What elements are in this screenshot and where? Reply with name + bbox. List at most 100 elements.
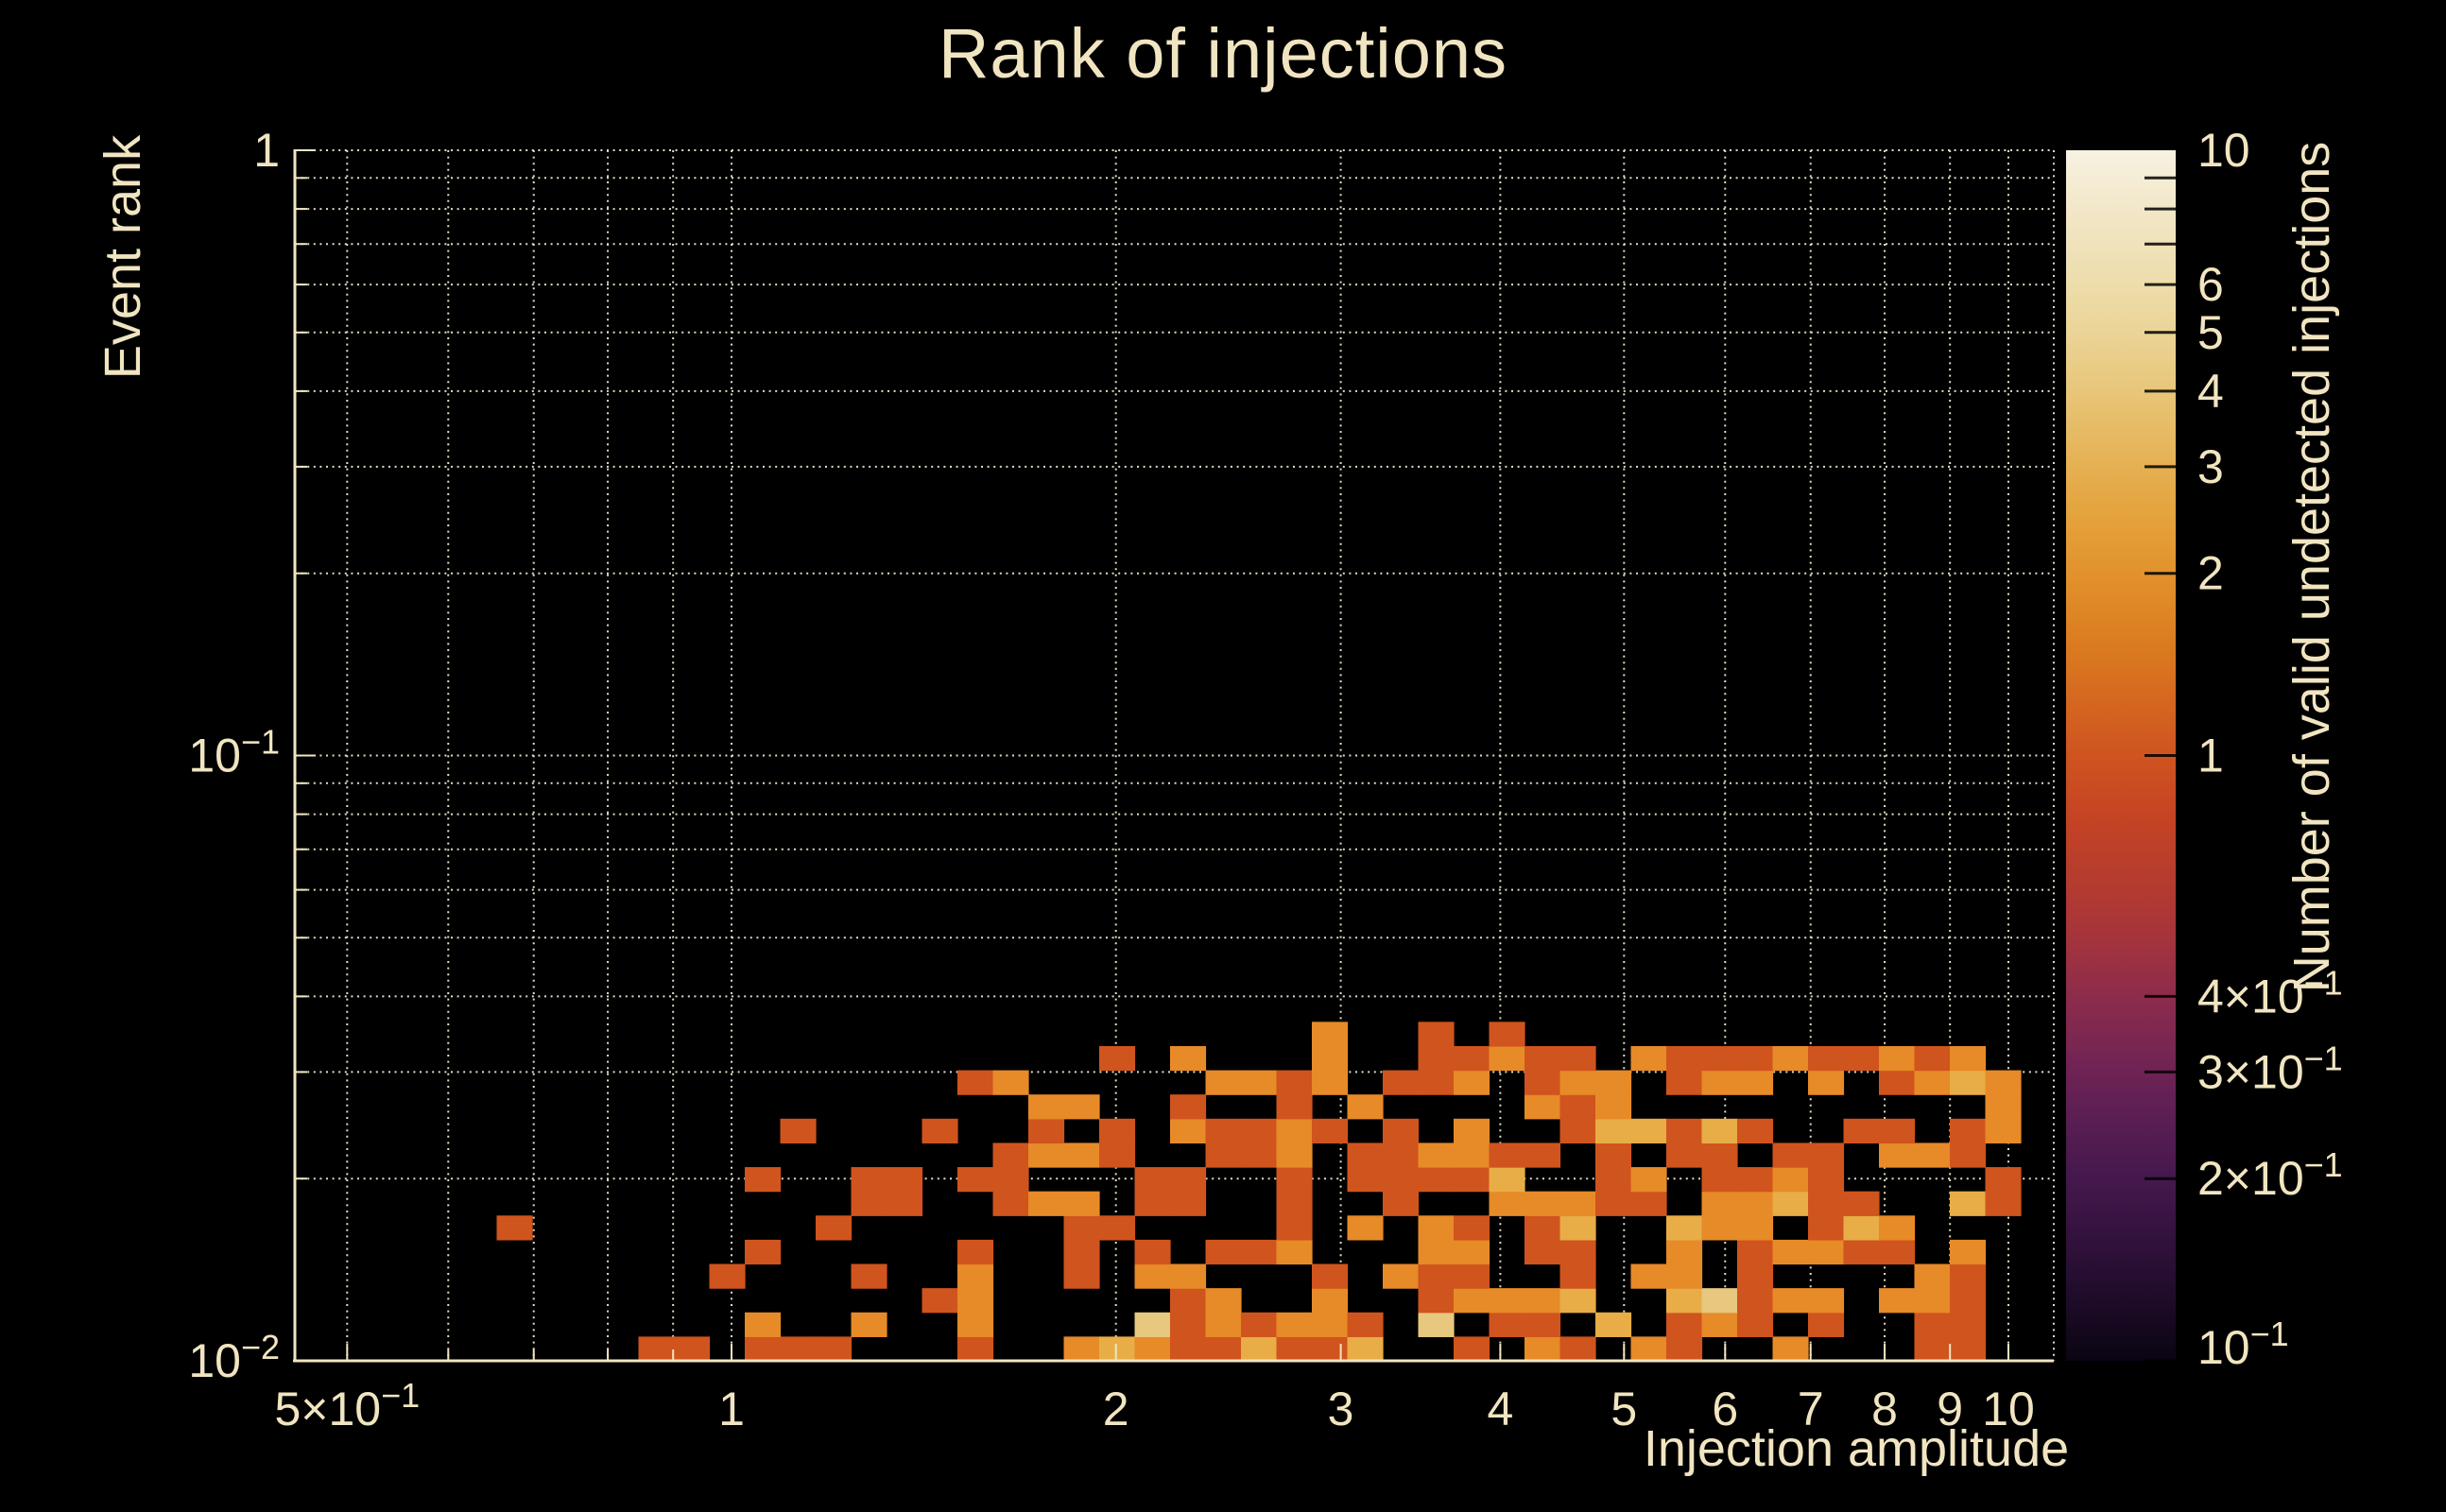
heatmap-cell — [1843, 1239, 1880, 1265]
heatmap-cell — [1807, 1215, 1845, 1241]
heatmap-cell — [745, 1336, 782, 1362]
heatmap-cell — [1063, 1336, 1100, 1362]
x-tick-labels: 5×10−1 1 2 3 4 5 6 7 8 9 10 — [274, 1376, 2034, 1435]
heatmap-cell — [1453, 1239, 1490, 1265]
heatmap-cell — [1489, 1312, 1525, 1337]
heatmap-cell — [1665, 1215, 1703, 1241]
x-axis-title: Injection amplitude — [1643, 1420, 2070, 1477]
heatmap-cell — [1985, 1070, 2022, 1095]
tick-label: 10 — [2197, 124, 2250, 177]
heatmap-cell — [1382, 1070, 1420, 1095]
heatmap-cell — [638, 1336, 675, 1362]
heatmap-cell — [992, 1070, 1029, 1095]
tick-label: 8 — [1871, 1383, 1898, 1435]
heatmap-cell — [1701, 1191, 1738, 1216]
heatmap-cell — [1949, 1263, 1987, 1289]
heatmap-cell — [1559, 1288, 1596, 1314]
heatmap-cell — [1914, 1263, 1951, 1289]
heatmap-cell — [1489, 1022, 1525, 1047]
heatmap-cell — [1063, 1191, 1100, 1216]
heatmap-cell — [1418, 1167, 1455, 1193]
heatmap-cell — [1630, 1045, 1667, 1072]
heatmap-cell — [1594, 1070, 1632, 1095]
heatmap-cell — [1205, 1288, 1242, 1314]
heatmap-cell — [957, 1070, 994, 1095]
heatmap-cell — [1807, 1070, 1845, 1095]
heatmap-cell — [1241, 1143, 1278, 1168]
heatmap-cell — [1701, 1167, 1738, 1193]
heatmap-cell — [1241, 1118, 1278, 1144]
heatmap-cell — [1878, 1118, 1916, 1144]
heatmap-cell — [1382, 1143, 1420, 1168]
tick-label: 5×10−1 — [274, 1376, 420, 1435]
axis-ticks — [295, 149, 2009, 1362]
heatmap-cell — [709, 1263, 746, 1289]
heatmap-cell — [1063, 1143, 1100, 1168]
heatmap-cell — [1170, 1263, 1207, 1289]
tick-label: 1 — [253, 124, 280, 177]
heatmap-cell — [1276, 1312, 1313, 1337]
heatmap-cell — [1594, 1118, 1632, 1144]
heatmap-cell — [1347, 1143, 1384, 1168]
heatmap-cell — [1453, 1215, 1490, 1241]
heatmap-cell — [1170, 1336, 1207, 1362]
colorbar-ticks — [2145, 176, 2176, 1363]
heatmap-cell — [1418, 1288, 1455, 1314]
y-tick-labels: 1 10−1 10−2 — [188, 124, 280, 1387]
heatmap-cell — [1914, 1045, 1951, 1072]
heatmap-cell — [1063, 1263, 1100, 1289]
heatmap-cell — [1772, 1143, 1809, 1168]
heatmap-cell — [1453, 1288, 1490, 1314]
tick-label: 7 — [1798, 1383, 1824, 1435]
heatmap-cell — [1453, 1263, 1490, 1289]
heatmap-cell — [1594, 1143, 1632, 1168]
heatmap-cell — [1347, 1167, 1384, 1193]
heatmap-cell — [1382, 1191, 1420, 1216]
heatmap-cell — [780, 1118, 817, 1144]
heatmap-cell — [1878, 1070, 1916, 1095]
heatmap-cell — [1099, 1215, 1136, 1241]
heatmap-cell — [1772, 1336, 1809, 1362]
heatmap-cell — [1205, 1143, 1242, 1168]
tick-label: 4 — [1487, 1383, 1513, 1435]
heatmap-cell — [1843, 1118, 1880, 1144]
heatmap-cell — [1949, 1143, 1987, 1168]
heatmap-cells — [496, 1022, 2022, 1362]
heatmap-cell — [1949, 1312, 1987, 1337]
heatmap-cell — [851, 1191, 887, 1216]
heatmap-cell — [1772, 1239, 1809, 1265]
chart-title: Rank of injections — [938, 14, 1508, 93]
heatmap-cell — [816, 1336, 853, 1362]
heatmap-cell — [1205, 1239, 1242, 1265]
heatmap-cell — [1489, 1045, 1525, 1072]
tick-label: 1 — [718, 1383, 745, 1435]
tick-label: 6 — [1712, 1383, 1738, 1435]
heatmap-cell — [1205, 1070, 1242, 1095]
heatmap-cell — [1736, 1312, 1774, 1337]
heatmap-cell — [1914, 1312, 1951, 1337]
heatmap-cell — [1347, 1336, 1384, 1362]
heatmap-cell — [887, 1191, 923, 1216]
heatmap-cell — [1276, 1094, 1313, 1120]
heatmap-cell — [1170, 1094, 1207, 1120]
heatmap-cell — [1134, 1336, 1171, 1362]
heatmap-cell — [957, 1167, 994, 1193]
heatmap-cell — [1134, 1263, 1171, 1289]
heatmap-cell — [1276, 1167, 1313, 1193]
heatmap-cell — [1665, 1070, 1703, 1095]
tick-label: 10 — [1982, 1383, 2035, 1435]
heatmap-cell — [1347, 1215, 1384, 1241]
heatmap-cell — [1418, 1215, 1455, 1241]
heatmap-cell — [1134, 1239, 1171, 1265]
heatmap-cell — [1949, 1336, 1987, 1362]
heatmap-cell — [1559, 1263, 1596, 1289]
heatmap-cell — [1701, 1288, 1738, 1314]
heatmap-cell — [1170, 1191, 1207, 1216]
heatmap-cell — [957, 1312, 994, 1337]
heatmap-cell — [1807, 1288, 1845, 1314]
heatmap-cell — [1559, 1336, 1596, 1362]
heatmap-cell — [1594, 1094, 1632, 1120]
heatmap-cell — [816, 1215, 853, 1241]
tick-label: 2 — [1103, 1383, 1129, 1435]
